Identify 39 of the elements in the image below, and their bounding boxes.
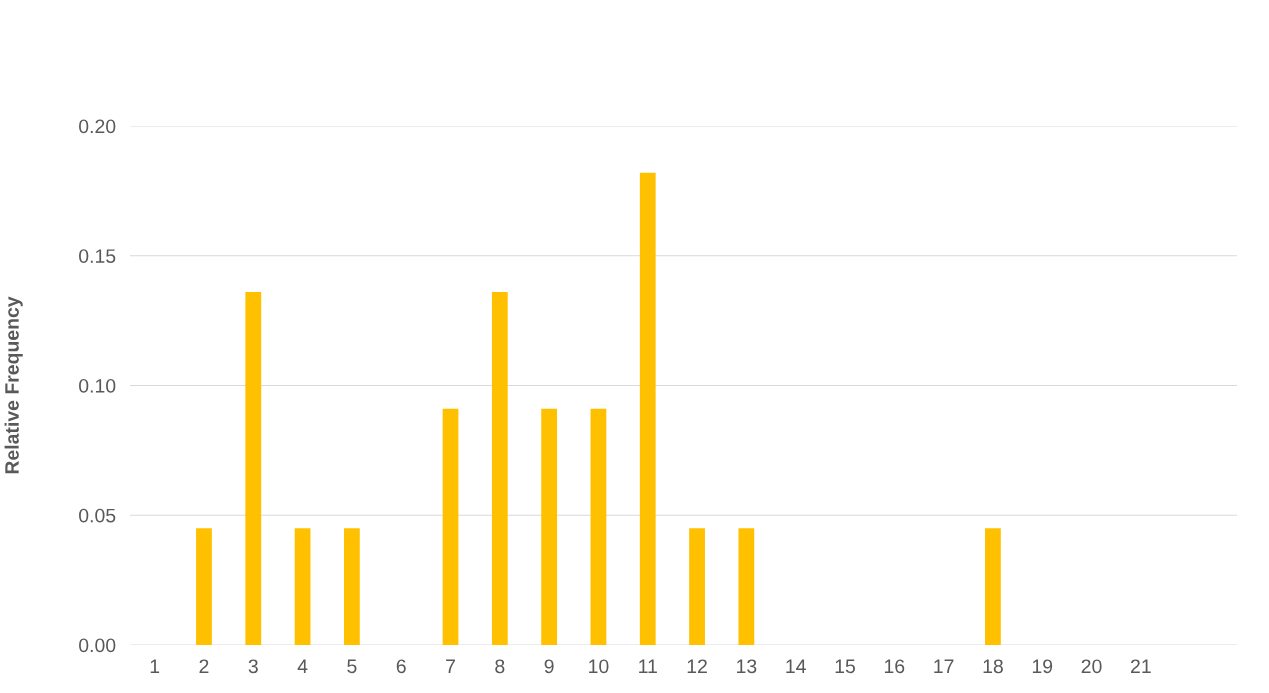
y-tick-label: 0.20 [79,119,116,134]
x-tick-label: 6 [396,659,406,674]
x-tick-label: 20 [1081,659,1102,674]
x-tick-label: 11 [639,659,657,673]
x-tick-label: 2 [199,659,209,673]
x-tick-label: 21 [1131,659,1151,673]
bar [639,172,656,645]
bar [689,528,705,645]
y-tick-label: 0.15 [79,249,116,263]
bar [196,528,212,645]
x-tick-label: 4 [297,659,308,673]
bar [344,528,360,645]
x-tick-label: 9 [544,659,554,674]
x-tick-label: 1 [150,659,160,673]
y-tick-label: 0.10 [79,378,116,393]
x-tick-label: 10 [589,659,609,674]
y-axis-title: Relative Frequency [4,296,23,474]
x-tick-label: 14 [786,659,806,673]
x-tick-label: 19 [1032,659,1053,674]
bar [442,408,459,645]
bar [245,292,262,645]
bar [590,408,607,645]
x-tick-label: 3 [248,659,258,674]
x-tick-label: 12 [687,659,707,673]
x-tick-label: 13 [737,659,757,674]
bar [294,528,311,645]
x-tick-label: 5 [347,659,357,674]
x-tick-label: 18 [983,659,1003,674]
y-tick-label: 0.05 [79,508,116,523]
y-tick-label: 0.00 [79,638,116,653]
bar [541,408,558,645]
x-tick-label: 17 [934,659,954,673]
x-tick-label: 15 [835,659,855,674]
x-tick-label: 7 [446,659,455,673]
x-tick-label: 8 [495,659,505,674]
x-tick-label: 16 [884,659,905,674]
bar [738,528,755,645]
bar [985,528,1001,645]
bar [491,292,508,645]
